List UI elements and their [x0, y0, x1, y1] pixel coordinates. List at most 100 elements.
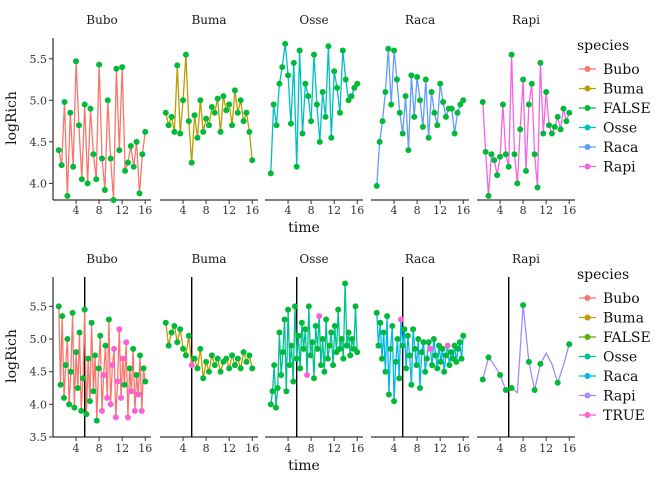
data-point — [479, 376, 486, 383]
x-tick-label: 12 — [539, 442, 553, 455]
facet-strip-label: Buma — [191, 13, 226, 27]
data-point — [110, 197, 117, 203]
data-point — [322, 113, 329, 120]
data-point — [425, 134, 432, 141]
data-point — [520, 76, 527, 83]
data-point — [454, 109, 461, 116]
x-tick-label: 8 — [308, 442, 315, 455]
facet-strip-label: Osse — [299, 252, 328, 266]
data-point — [434, 122, 441, 129]
data-point — [67, 109, 74, 116]
data-point — [182, 352, 189, 359]
data-point — [392, 358, 399, 365]
data-point — [121, 381, 128, 388]
data-point — [136, 190, 143, 197]
x-tick-label: 16 — [456, 442, 470, 455]
x-tick-label: 8 — [96, 442, 103, 455]
x-tick-label: 8 — [414, 442, 421, 455]
data-point — [270, 101, 277, 108]
x-tick-label: 12 — [222, 442, 236, 455]
legend-key-point — [584, 105, 591, 111]
x-axis-title: time — [288, 458, 320, 474]
x-tick-label: 16 — [245, 204, 259, 217]
data-point — [119, 355, 126, 362]
x-tick-label: 16 — [562, 204, 576, 217]
data-point — [405, 147, 412, 154]
data-point — [140, 365, 147, 372]
x-tick-label: 4 — [285, 204, 292, 217]
x-tick-label: 16 — [562, 442, 576, 455]
data-point — [399, 130, 406, 137]
data-point — [200, 375, 207, 382]
data-point — [345, 329, 352, 336]
data-point — [354, 349, 361, 356]
x-tick-label: 8 — [203, 442, 210, 455]
data-point — [566, 341, 573, 348]
x-tick-label: 12 — [115, 204, 129, 217]
y-tick-label: 4.0 — [30, 398, 48, 411]
data-point — [119, 64, 126, 71]
x-tick-label: 12 — [327, 204, 341, 217]
data-point — [234, 355, 241, 362]
facet-strip-label: Bubo — [86, 13, 117, 27]
data-point — [118, 394, 125, 401]
y-tick-label: 4.5 — [30, 366, 48, 379]
data-point — [446, 362, 453, 369]
data-point — [418, 349, 425, 356]
x-tick-label: 4 — [497, 204, 504, 217]
data-point — [531, 151, 538, 158]
legend-key-point — [584, 373, 591, 379]
data-point — [171, 128, 178, 135]
data-point — [313, 101, 320, 108]
data-point — [293, 355, 300, 362]
data-point — [116, 147, 123, 154]
data-point — [272, 404, 279, 411]
x-tick-label: 8 — [520, 442, 527, 455]
data-point — [391, 47, 398, 54]
facet-panel-raca: Raca 4 8 12 16 — [371, 252, 470, 455]
data-point — [410, 326, 417, 333]
data-point — [130, 163, 137, 170]
legend-item-label: Buma — [603, 311, 644, 327]
legend-item-label: Raca — [603, 369, 638, 385]
facet-panel-osse: Osse 4 8 12 16 — [265, 13, 364, 217]
series-line-buma — [165, 54, 253, 163]
data-point — [404, 332, 411, 339]
data-point — [180, 345, 187, 352]
data-point — [349, 336, 356, 343]
data-point — [335, 306, 342, 313]
data-point — [104, 97, 111, 104]
legend-item-label: FALSE — [603, 101, 651, 117]
data-point — [285, 306, 292, 313]
data-point — [231, 362, 238, 369]
data-point — [396, 375, 403, 382]
data-point — [78, 407, 85, 414]
data-point — [114, 378, 121, 385]
data-point — [304, 371, 311, 378]
legend-key-point — [584, 392, 591, 399]
data-point — [352, 303, 359, 310]
data-point — [491, 157, 498, 164]
data-point — [393, 76, 400, 83]
data-point — [336, 345, 343, 352]
legend-item-label: Rapi — [603, 389, 636, 405]
data-point — [508, 51, 515, 58]
data-point — [384, 313, 391, 320]
data-point — [135, 391, 142, 398]
data-point — [434, 365, 441, 372]
data-point — [514, 180, 521, 187]
data-point — [214, 95, 221, 102]
data-point — [347, 352, 354, 359]
data-point — [274, 385, 281, 392]
data-point — [387, 345, 394, 352]
data-point — [203, 358, 210, 365]
data-point — [319, 336, 326, 343]
data-point — [269, 388, 276, 395]
data-point — [375, 342, 382, 349]
data-point — [455, 345, 462, 352]
data-point — [188, 362, 195, 369]
data-point — [388, 101, 395, 108]
data-point — [231, 87, 238, 94]
data-point — [267, 401, 274, 408]
